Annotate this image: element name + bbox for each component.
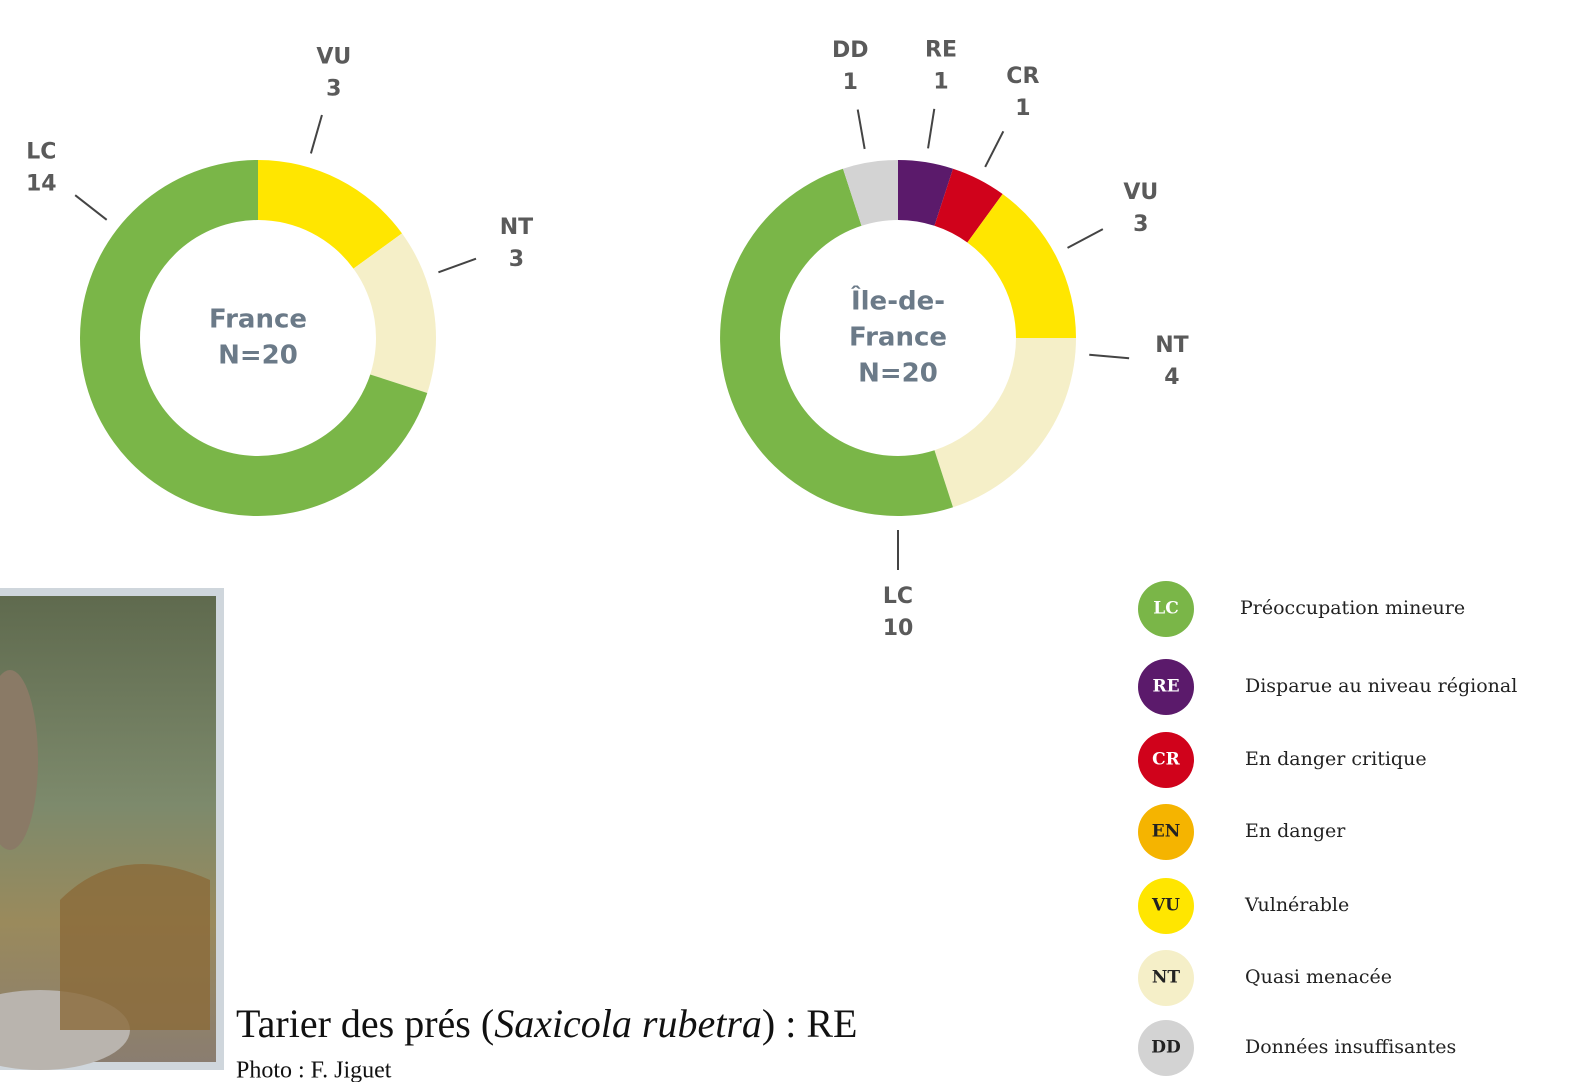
photo-credit: Photo : F. Jiguet bbox=[236, 1058, 392, 1083]
legend-swatch bbox=[1138, 950, 1194, 1006]
leader-line bbox=[1067, 228, 1104, 249]
caption-text: Tarier des prés (Saxicola rubetra) : RE bbox=[236, 1001, 857, 1046]
donut-segment bbox=[353, 233, 436, 394]
segment-value: 10 bbox=[883, 616, 914, 641]
legend-label: En danger critique bbox=[1245, 748, 1427, 770]
caption: Tarier des prés (Saxicola rubetra) : RE … bbox=[236, 1001, 857, 1083]
donut-center-label: France bbox=[209, 305, 307, 335]
segment-value: 4 bbox=[1164, 365, 1179, 390]
caption-part: ) : RE bbox=[762, 1001, 858, 1046]
segment-category: VU bbox=[316, 45, 351, 70]
leader-line bbox=[856, 109, 866, 150]
donut-segment bbox=[842, 160, 898, 226]
donut-center-label: Île-de- bbox=[851, 285, 945, 317]
segment-value: 1 bbox=[1015, 96, 1030, 121]
leader-line bbox=[984, 130, 1005, 168]
legend-code: DD bbox=[1151, 1038, 1181, 1058]
leader-line bbox=[309, 114, 323, 154]
donut-center-label: N=20 bbox=[218, 341, 298, 371]
legend-swatch bbox=[1138, 804, 1194, 860]
legend-code: CR bbox=[1152, 750, 1181, 770]
leader-line bbox=[927, 108, 936, 149]
donut-center-label: N=20 bbox=[858, 359, 938, 389]
donut-center-label: France bbox=[849, 323, 947, 353]
segment-category: NT bbox=[500, 215, 533, 240]
leader-line bbox=[438, 257, 477, 274]
segment-category: CR bbox=[1006, 64, 1039, 89]
segment-value: 3 bbox=[509, 247, 524, 272]
donut-segment bbox=[258, 160, 403, 269]
segment-category: VU bbox=[1123, 180, 1158, 205]
donut-segment bbox=[720, 168, 954, 516]
donut-segment bbox=[934, 338, 1076, 508]
donut-segment bbox=[898, 160, 954, 226]
caption-part: Tarier des prés ( bbox=[236, 1001, 494, 1046]
legend-swatch bbox=[1138, 732, 1194, 788]
segment-value: 1 bbox=[843, 70, 858, 95]
legend-label: Données insuffisantes bbox=[1245, 1036, 1456, 1058]
legend-label: Disparue au niveau régional bbox=[1245, 675, 1517, 697]
segment-category: LC bbox=[26, 140, 56, 165]
legend-swatch bbox=[1138, 1020, 1194, 1076]
segment-category: DD bbox=[832, 38, 869, 63]
legend-label: Vulnérable bbox=[1244, 894, 1349, 916]
leader-line bbox=[74, 194, 108, 221]
legend-swatch bbox=[1138, 581, 1194, 637]
segment-category: RE bbox=[925, 37, 957, 62]
legend-swatch bbox=[1138, 659, 1194, 715]
leader-line bbox=[1089, 353, 1130, 360]
segment-category: LC bbox=[883, 584, 913, 609]
legend-code: NT bbox=[1152, 968, 1181, 988]
legend-label: En danger bbox=[1245, 820, 1346, 842]
legend-swatch bbox=[1138, 878, 1194, 934]
legend-label: Quasi menacée bbox=[1245, 966, 1392, 988]
photo bbox=[0, 588, 224, 1070]
segment-value: 1 bbox=[933, 69, 948, 94]
legend-label: Préoccupation mineure bbox=[1240, 597, 1465, 619]
legend-code: VU bbox=[1151, 896, 1180, 916]
segment-category: NT bbox=[1155, 333, 1188, 358]
donut-segment bbox=[80, 160, 428, 516]
caption-species: Saxicola rubetra bbox=[494, 1001, 762, 1046]
segment-value: 14 bbox=[26, 172, 57, 197]
segment-value: 3 bbox=[1133, 212, 1148, 237]
donut-segment bbox=[967, 193, 1076, 338]
legend-code: RE bbox=[1152, 677, 1179, 697]
legend-code: LC bbox=[1153, 599, 1178, 619]
legend-code: EN bbox=[1152, 822, 1181, 842]
segment-value: 3 bbox=[326, 77, 341, 102]
donut-segment bbox=[934, 168, 1003, 243]
